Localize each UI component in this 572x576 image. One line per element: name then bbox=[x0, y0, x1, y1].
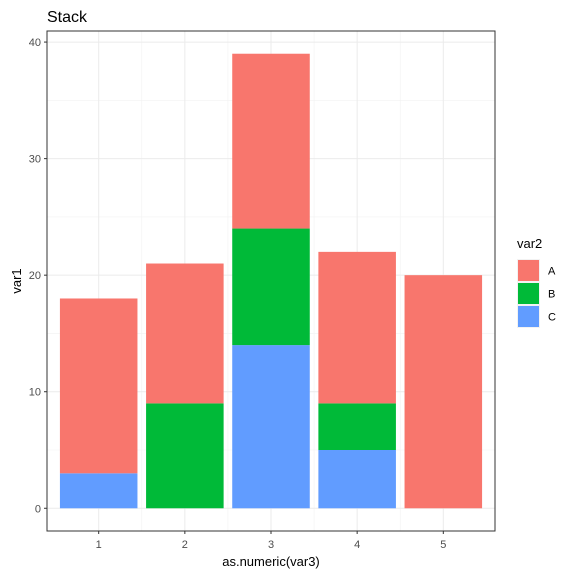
legend-label-C: C bbox=[548, 312, 556, 324]
bars bbox=[59, 53, 483, 509]
y-tick-label: 20 bbox=[29, 270, 41, 282]
y-tick-label: 10 bbox=[29, 387, 41, 399]
x-axis-title: as.numeric(var3) bbox=[222, 554, 320, 569]
legend-label-B: B bbox=[548, 289, 555, 301]
bar-B-3 bbox=[232, 228, 310, 346]
bar-A-5 bbox=[404, 275, 483, 509]
bar-C-3 bbox=[232, 345, 310, 509]
y-tick-label: 0 bbox=[35, 503, 41, 515]
bar-A-1 bbox=[59, 298, 138, 474]
legend-key-B bbox=[518, 283, 539, 304]
y-axis: 0 10 20 30 40 bbox=[29, 37, 47, 515]
legend-key-A bbox=[518, 260, 539, 281]
chart-title: Stack bbox=[47, 9, 88, 26]
bar-A-4 bbox=[318, 251, 396, 404]
x-tick-label: 3 bbox=[268, 539, 274, 551]
x-tick-label: 5 bbox=[440, 539, 446, 551]
bar-B-4 bbox=[318, 403, 396, 450]
x-tick-label: 4 bbox=[354, 539, 360, 551]
bar-C-4 bbox=[318, 449, 396, 509]
plot-panel bbox=[46, 30, 496, 532]
legend-title: var2 bbox=[517, 236, 542, 251]
x-tick-label: 2 bbox=[182, 539, 188, 551]
y-tick-label: 30 bbox=[29, 154, 41, 166]
y-tick-label: 40 bbox=[29, 37, 41, 49]
bar-B-2 bbox=[146, 403, 224, 509]
x-tick-label: 1 bbox=[96, 539, 102, 551]
y-axis-title: var1 bbox=[9, 268, 24, 293]
legend-label-A: A bbox=[548, 266, 556, 278]
bar-C-1 bbox=[59, 473, 138, 509]
x-axis: 1 2 3 4 5 bbox=[96, 531, 446, 551]
legend-key-C bbox=[518, 306, 539, 327]
bar-A-2 bbox=[146, 263, 224, 404]
legend: var2 ABC bbox=[517, 236, 556, 328]
bar-A-3 bbox=[232, 53, 310, 229]
